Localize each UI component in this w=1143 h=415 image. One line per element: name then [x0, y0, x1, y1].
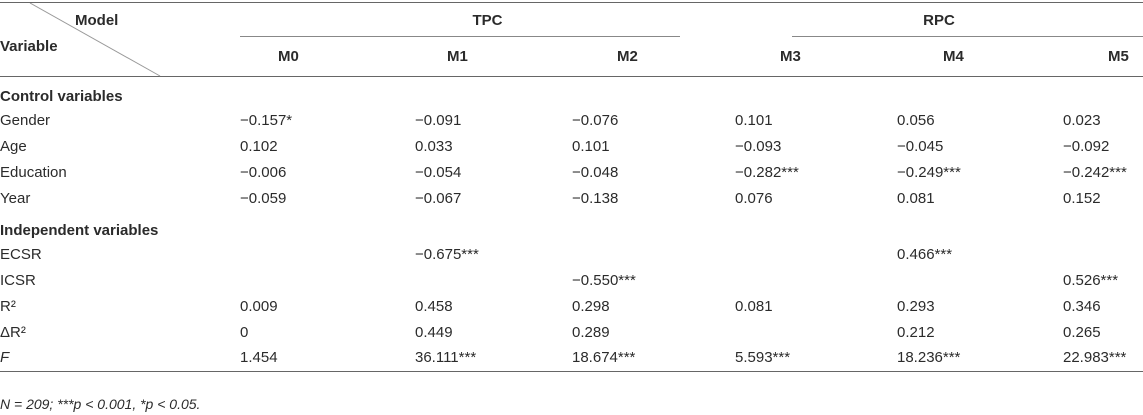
empty-cell [572, 241, 735, 267]
column-header: M1 [447, 48, 468, 65]
value-cell: −0.249*** [897, 163, 961, 181]
value-cell: 22.983*** [1063, 349, 1127, 367]
value-cell: −0.076 [572, 111, 619, 129]
value-cell: −0.550*** [572, 271, 636, 289]
value-cell: 0.212 [897, 323, 935, 341]
empty-cell [735, 267, 897, 293]
column-header: M3 [780, 48, 801, 65]
value-cell: −0.138 [572, 189, 619, 207]
data-row: Gender −0.157* −0.091 −0.076 0.101 0.056 0.023 [0, 107, 1143, 133]
value-cell: −0.045 [897, 137, 944, 155]
value-cell: 0.152 [1063, 189, 1101, 207]
value-cell: −0.006 [240, 163, 287, 181]
group-header: RPC [735, 3, 1143, 37]
row-label: F [0, 349, 10, 367]
value-cell: 0.056 [897, 111, 935, 129]
value-cell: 0.346 [1063, 297, 1101, 315]
data-row: ECSR −0.675*** 0.466*** [0, 241, 1143, 267]
value-cell: −0.675*** [415, 245, 479, 263]
empty-cell [240, 241, 415, 267]
value-cell: −0.059 [240, 189, 287, 207]
value-cell: 0.265 [1063, 323, 1101, 341]
value-cell: −0.054 [415, 163, 462, 181]
value-cell: 0.102 [240, 137, 278, 155]
results-table: Model Variable TPC RPC M0 M1 M2 M3 M4 M5 Cont… [0, 2, 1143, 372]
row-label: ICSR [0, 271, 36, 289]
column-header: M5 [1108, 48, 1129, 65]
row-label: ΔR² [0, 323, 26, 341]
value-cell: 5.593*** [735, 349, 791, 367]
value-cell: 18.236*** [897, 349, 961, 367]
footnote: N = 209; ***p < 0.001, *p < 0.05. [0, 396, 201, 412]
value-cell: 0.526*** [1063, 271, 1119, 289]
column-header: M0 [278, 48, 299, 65]
empty-cell [415, 267, 572, 293]
data-row: Education −0.006 −0.054 −0.048 −0.282*** −0.2… [0, 159, 1143, 185]
variable-label: Variable [0, 38, 58, 55]
value-cell: 36.111*** [415, 349, 477, 367]
value-cell: 0.101 [572, 137, 610, 155]
value-cell: 0.466*** [897, 245, 953, 263]
section-label: Independent variables [0, 222, 159, 239]
value-cell: 0.101 [735, 111, 773, 129]
value-cell: 0.449 [415, 323, 453, 341]
group-rule [792, 36, 1143, 37]
section-row: Control variables [0, 77, 1143, 108]
data-row: Age 0.102 0.033 0.101 −0.093 −0.045 −0.092 [0, 133, 1143, 159]
value-cell: −0.157* [240, 111, 293, 129]
row-label: Year [0, 189, 31, 207]
group-label: TPC [472, 11, 503, 29]
value-cell: 1.454 [240, 349, 278, 367]
row-label: Education [0, 163, 67, 181]
value-cell: −0.091 [415, 111, 462, 129]
value-cell: 0.293 [897, 297, 935, 315]
value-cell: 0.023 [1063, 111, 1101, 129]
column-header: M2 [617, 48, 638, 65]
corner-cell: Model Variable [0, 3, 240, 77]
value-cell: 0.298 [572, 297, 610, 315]
group-label: RPC [923, 11, 955, 29]
group-header: TPC [240, 3, 735, 37]
value-cell: 0.081 [897, 189, 935, 207]
model-label: Model [75, 12, 119, 29]
section-row: Independent variables [0, 211, 1143, 241]
row-label: R² [0, 297, 16, 315]
data-row: ICSR −0.550*** 0.526*** [0, 267, 1143, 293]
data-row: F 1.454 36.111*** 18.674*** 5.593*** 18.236**… [0, 345, 1143, 371]
empty-cell [897, 267, 1063, 293]
value-cell: 18.674*** [572, 349, 636, 367]
empty-cell [240, 267, 415, 293]
value-cell: 0 [240, 323, 249, 341]
data-row: ΔR² 0 0.449 0.289 0.212 0.265 [0, 319, 1143, 345]
value-cell: −0.048 [572, 163, 619, 181]
diagonal [29, 3, 161, 77]
value-cell: −0.092 [1063, 137, 1110, 155]
value-cell: 0.033 [415, 137, 453, 155]
value-cell: −0.282*** [735, 163, 799, 181]
value-cell: −0.242*** [1063, 163, 1127, 181]
value-cell: 0.081 [735, 297, 773, 315]
value-cell: 0.458 [415, 297, 453, 315]
empty-cell [735, 241, 897, 267]
row-label: Age [0, 137, 27, 155]
group-rule [240, 36, 680, 37]
column-header: M4 [943, 48, 964, 65]
row-label: Gender [0, 111, 51, 129]
value-cell: 0.076 [735, 189, 773, 207]
row-label: ECSR [0, 245, 42, 263]
value-cell: 0.009 [240, 297, 278, 315]
data-row: R² 0.009 0.458 0.298 0.081 0.293 0.346 [0, 293, 1143, 319]
data-row: Year −0.059 −0.067 −0.138 0.076 0.081 0.152 [0, 185, 1143, 211]
table-header: Model Variable TPC RPC M0 M1 M2 M3 M4 M5 [0, 2, 1143, 77]
value-cell: 0.289 [572, 323, 610, 341]
value-cell: −0.093 [735, 137, 782, 155]
empty-cell [735, 319, 897, 345]
section-label: Control variables [0, 88, 123, 105]
value-cell: −0.067 [415, 189, 462, 207]
empty-cell [1063, 241, 1143, 267]
